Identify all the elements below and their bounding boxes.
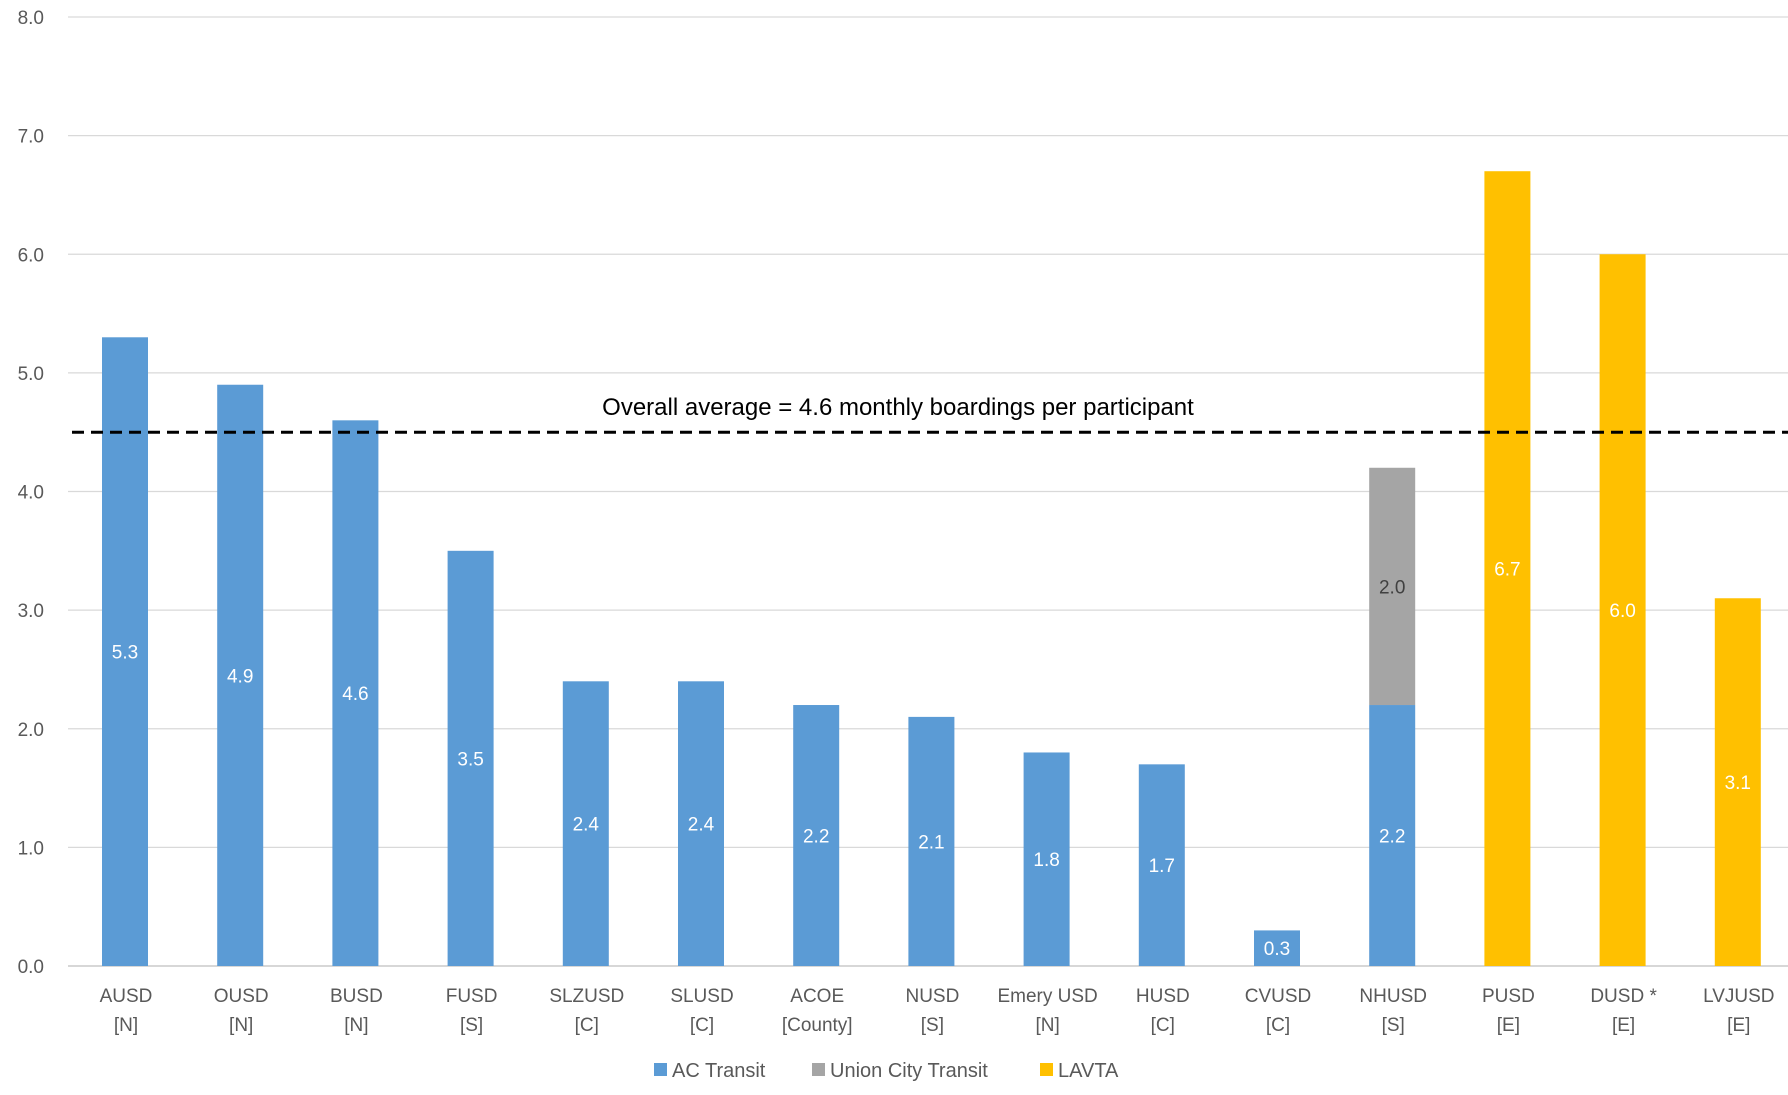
x-category-region: [C]	[690, 1015, 714, 1036]
data-label: 2.2	[803, 827, 829, 848]
y-tick-label: 3.0	[18, 601, 44, 622]
data-label: 3.5	[457, 749, 483, 770]
x-category-region: [County]	[782, 1015, 853, 1036]
y-tick-label: 6.0	[18, 245, 44, 266]
bar-ac-transit	[332, 420, 379, 966]
x-category-region: [N]	[344, 1015, 368, 1036]
x-category-label: FUSD	[446, 986, 498, 1007]
x-category-region: [C]	[575, 1015, 599, 1036]
x-axis-labels: AUSD [N] OUSD [N] BUSD [N] FUSD [S] SLZUSD [C] SLU…	[100, 986, 1775, 1036]
data-label: 3.1	[1725, 773, 1751, 794]
data-label: 4.9	[227, 666, 253, 687]
data-label: 0.3	[1264, 939, 1290, 960]
y-tick-label: 5.0	[18, 364, 44, 385]
bars	[102, 171, 1761, 967]
x-category-label: NHUSD	[1359, 986, 1427, 1007]
data-label: 1.7	[1149, 856, 1175, 877]
data-label: 6.0	[1609, 601, 1635, 622]
x-category-label: NUSD	[905, 986, 959, 1007]
x-category-region: [C]	[1151, 1015, 1175, 1036]
y-tick-label: 7.0	[18, 127, 44, 148]
data-label: 2.4	[573, 815, 600, 836]
x-category-label: ACOE	[790, 986, 844, 1007]
y-tick-label: 2.0	[18, 720, 44, 741]
legend-swatch	[1040, 1063, 1053, 1076]
data-label: 4.6	[342, 684, 368, 705]
x-category-region: [N]	[1035, 1015, 1059, 1036]
x-category-label: SLZUSD	[549, 986, 624, 1007]
legend: AC Transit Union City Transit LAVTA	[654, 1060, 1119, 1082]
y-tick-label: 0.0	[18, 957, 44, 978]
data-label: 1.8	[1033, 850, 1059, 871]
bar-ac-transit	[1254, 930, 1300, 966]
x-category-label: LVJUSD	[1703, 986, 1774, 1007]
x-category-label: BUSD	[330, 986, 383, 1007]
y-axis-ticks: 0.0 1.0 2.0 3.0 4.0 5.0 6.0 7.0 8.0	[18, 8, 44, 978]
bar-ac-transit	[102, 337, 148, 967]
bar-union-city-transit	[1369, 467, 1416, 706]
x-category-label: DUSD *	[1590, 986, 1657, 1007]
legend-entry: AC Transit	[672, 1060, 766, 1082]
data-label: 2.2	[1379, 827, 1405, 848]
x-category-label: AUSD	[100, 986, 153, 1007]
x-category-region: [E]	[1497, 1015, 1520, 1036]
bar-ac-transit	[1369, 705, 1416, 966]
data-labels: 5.3 4.9 4.6 3.5 2.4 2.4 2.2 2.1 1.8 1.7 0.3 2.2 2.0 6…	[112, 560, 1751, 961]
legend-entry: Union City Transit	[830, 1060, 988, 1082]
data-label: 6.7	[1494, 560, 1520, 581]
x-category-label: OUSD	[214, 986, 269, 1007]
x-category-region: [S]	[1382, 1015, 1405, 1036]
bar-ac-transit	[908, 716, 955, 966]
bar-ac-transit	[562, 681, 609, 966]
x-category-region: [S]	[921, 1015, 944, 1036]
x-category-region: [E]	[1612, 1015, 1635, 1036]
x-category-label: HUSD	[1136, 986, 1190, 1007]
bar-ac-transit	[678, 681, 724, 966]
x-category-region: [N]	[229, 1015, 253, 1036]
x-category-region: [N]	[114, 1015, 138, 1036]
bar-ac-transit	[1023, 752, 1070, 966]
data-label: 2.1	[918, 832, 944, 853]
data-label: 5.3	[112, 643, 138, 664]
y-tick-label: 4.0	[18, 483, 44, 504]
bar-ac-transit	[1138, 764, 1185, 966]
data-label: 2.0	[1379, 577, 1405, 598]
y-tick-label: 8.0	[18, 8, 44, 29]
data-label: 2.4	[688, 815, 715, 836]
bar-ac-transit	[793, 705, 840, 966]
x-category-label: Emery USD	[997, 986, 1097, 1007]
bar-ac-transit	[447, 550, 494, 966]
bar-lavta	[1714, 598, 1761, 966]
x-category-region: [E]	[1727, 1015, 1750, 1036]
bar-lavta	[1599, 254, 1646, 966]
legend-swatch	[654, 1063, 667, 1076]
legend-swatch	[812, 1063, 825, 1076]
x-category-region: [C]	[1266, 1015, 1290, 1036]
legend-entry: LAVTA	[1058, 1060, 1119, 1082]
y-tick-label: 1.0	[18, 838, 44, 859]
x-category-label: SLUSD	[670, 986, 733, 1007]
x-category-label: PUSD	[1482, 986, 1535, 1007]
x-category-region: [S]	[460, 1015, 483, 1036]
average-annotation: Overall average = 4.6 monthly boardings …	[602, 394, 1194, 421]
average-reference: Overall average = 4.6 monthly boardings …	[72, 394, 1788, 434]
bar-lavta	[1484, 171, 1531, 966]
x-category-label: CVUSD	[1245, 986, 1312, 1007]
bar-ac-transit	[217, 384, 264, 966]
